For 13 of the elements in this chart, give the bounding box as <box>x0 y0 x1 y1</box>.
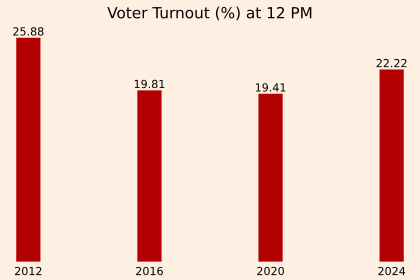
bar <box>16 38 40 262</box>
data-label: 19.41 <box>256 83 286 92</box>
bar <box>380 69 404 262</box>
chart-title: Voter Turnout (%) at 12 PM <box>107 6 312 20</box>
data-label: 19.81 <box>134 80 164 88</box>
data-label: 25.88 <box>13 27 44 36</box>
bar <box>258 94 283 262</box>
x-tick-label: 2024 <box>378 266 406 276</box>
x-tick-label: 2016 <box>136 266 163 276</box>
x-tick-label: 2012 <box>15 266 42 276</box>
x-tick-label: 2020 <box>257 266 284 276</box>
bar <box>137 90 162 262</box>
data-label: 22.22 <box>376 58 406 68</box>
